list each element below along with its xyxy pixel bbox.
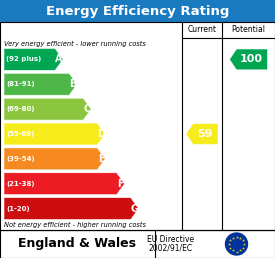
Text: Energy Efficiency Rating: Energy Efficiency Rating: [46, 4, 229, 18]
Text: D: D: [97, 129, 105, 139]
Text: Not energy efficient - higher running costs: Not energy efficient - higher running co…: [4, 222, 146, 228]
Text: (81-91): (81-91): [6, 81, 35, 87]
Bar: [0, 22, 275, 230]
Polygon shape: [4, 198, 139, 220]
Text: (1-20): (1-20): [6, 206, 30, 212]
Text: (69-80): (69-80): [6, 106, 34, 112]
Polygon shape: [230, 49, 268, 70]
Text: Potential: Potential: [232, 26, 265, 35]
Text: A: A: [55, 54, 63, 64]
Text: 2002/91/EC: 2002/91/EC: [148, 244, 192, 253]
Polygon shape: [4, 98, 91, 120]
Text: B: B: [69, 79, 77, 89]
Polygon shape: [4, 173, 125, 195]
Polygon shape: [186, 124, 218, 144]
Polygon shape: [4, 148, 105, 170]
Text: (21-38): (21-38): [6, 181, 34, 187]
Text: 100: 100: [240, 54, 263, 64]
Bar: [0, 230, 275, 258]
Text: EU Directive: EU Directive: [147, 236, 194, 245]
Text: C: C: [84, 104, 91, 114]
Text: (92 plus): (92 plus): [6, 57, 41, 62]
Text: Current: Current: [188, 26, 216, 35]
Text: England & Wales: England & Wales: [18, 238, 136, 251]
Polygon shape: [4, 49, 63, 70]
Circle shape: [226, 233, 248, 255]
Text: F: F: [117, 179, 124, 189]
Text: (39-54): (39-54): [6, 156, 35, 162]
Text: 59: 59: [197, 129, 212, 139]
Polygon shape: [4, 123, 105, 145]
Text: Very energy efficient - lower running costs: Very energy efficient - lower running co…: [4, 41, 146, 47]
Polygon shape: [4, 73, 77, 95]
Text: (55-68): (55-68): [6, 131, 34, 137]
Text: G: G: [131, 204, 139, 214]
Text: E: E: [98, 154, 104, 164]
Bar: [0, 0, 275, 22]
